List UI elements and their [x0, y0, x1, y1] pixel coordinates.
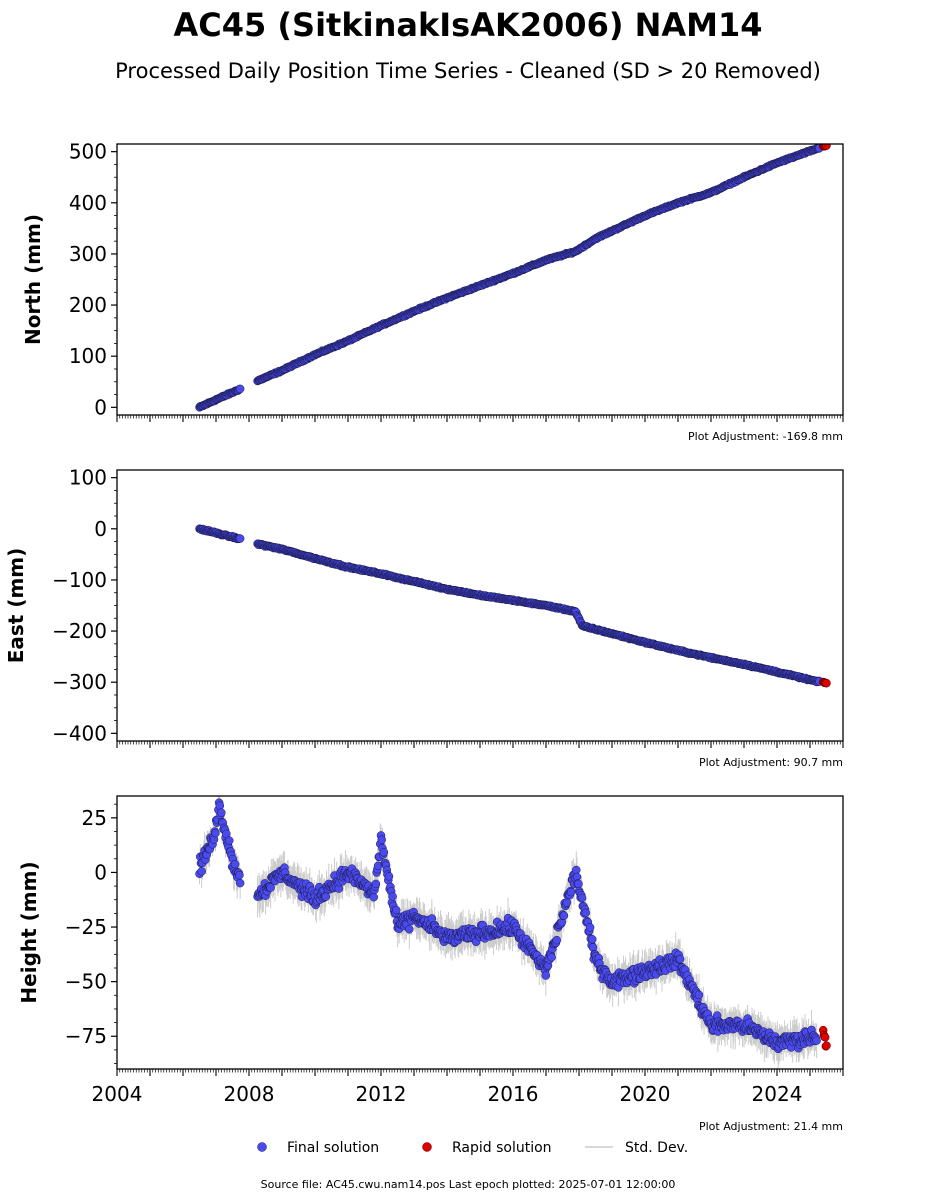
east-plot-area: [195, 524, 831, 688]
height-final-series: [195, 798, 821, 1054]
east-axes-frame: [116, 469, 844, 742]
y-tick-label: 100: [69, 466, 107, 490]
east-panel: −400 −300 −200 −100 0 100 East (mm) Plot Adjust…: [4, 466, 844, 769]
final-point: [217, 808, 226, 817]
y-tick-label: 500: [69, 140, 107, 164]
final-point: [230, 859, 240, 869]
east-final-series: [195, 524, 824, 687]
final-point: [371, 879, 381, 889]
rapid-point: [822, 678, 831, 688]
rapid-point: [822, 144, 831, 150]
height-plot-area: [195, 796, 831, 1069]
east-ylabel: East (mm): [4, 548, 28, 664]
final-point: [225, 836, 234, 845]
final-point: [266, 883, 275, 892]
north-adjustment-note: Plot Adjustment: -169.8 mm: [688, 430, 843, 443]
final-point: [235, 870, 244, 880]
final-point: [215, 801, 225, 810]
y-tick-label: 400: [69, 191, 107, 215]
final-point: [235, 878, 245, 888]
north-panel: 0 100 200 300 400 500 North (mm) Plot Adjustmen…: [21, 140, 844, 443]
east-adjustment-note: Plot Adjustment: 90.7 mm: [699, 756, 843, 769]
final-point: [235, 384, 245, 394]
north-ylabel: North (mm): [21, 214, 45, 345]
final-point: [211, 828, 220, 838]
north-final-series: [195, 144, 824, 412]
y-tick-label: −300: [52, 670, 107, 694]
north-plot-area: [195, 144, 831, 412]
y-tick-label: −400: [52, 721, 107, 745]
chart-title: AC45 (SitkinakIsAK2006) NAM14: [173, 6, 762, 44]
y-tick-label: 300: [69, 242, 107, 266]
y-tick-label: 0: [94, 517, 107, 541]
y-tick-label: −200: [52, 619, 107, 643]
y-tick-label: −100: [52, 568, 107, 592]
y-tick-label: 0: [94, 395, 107, 419]
final-point: [321, 892, 331, 901]
north-rapid-series: [818, 144, 831, 151]
east-rapid-series: [818, 677, 831, 688]
y-tick-label: 100: [69, 344, 107, 368]
final-point: [369, 892, 378, 902]
final-point: [197, 867, 206, 876]
chart-subtitle: Processed Daily Position Time Series - C…: [115, 59, 821, 83]
final-point: [235, 534, 245, 543]
y-tick-label: 200: [69, 293, 107, 317]
